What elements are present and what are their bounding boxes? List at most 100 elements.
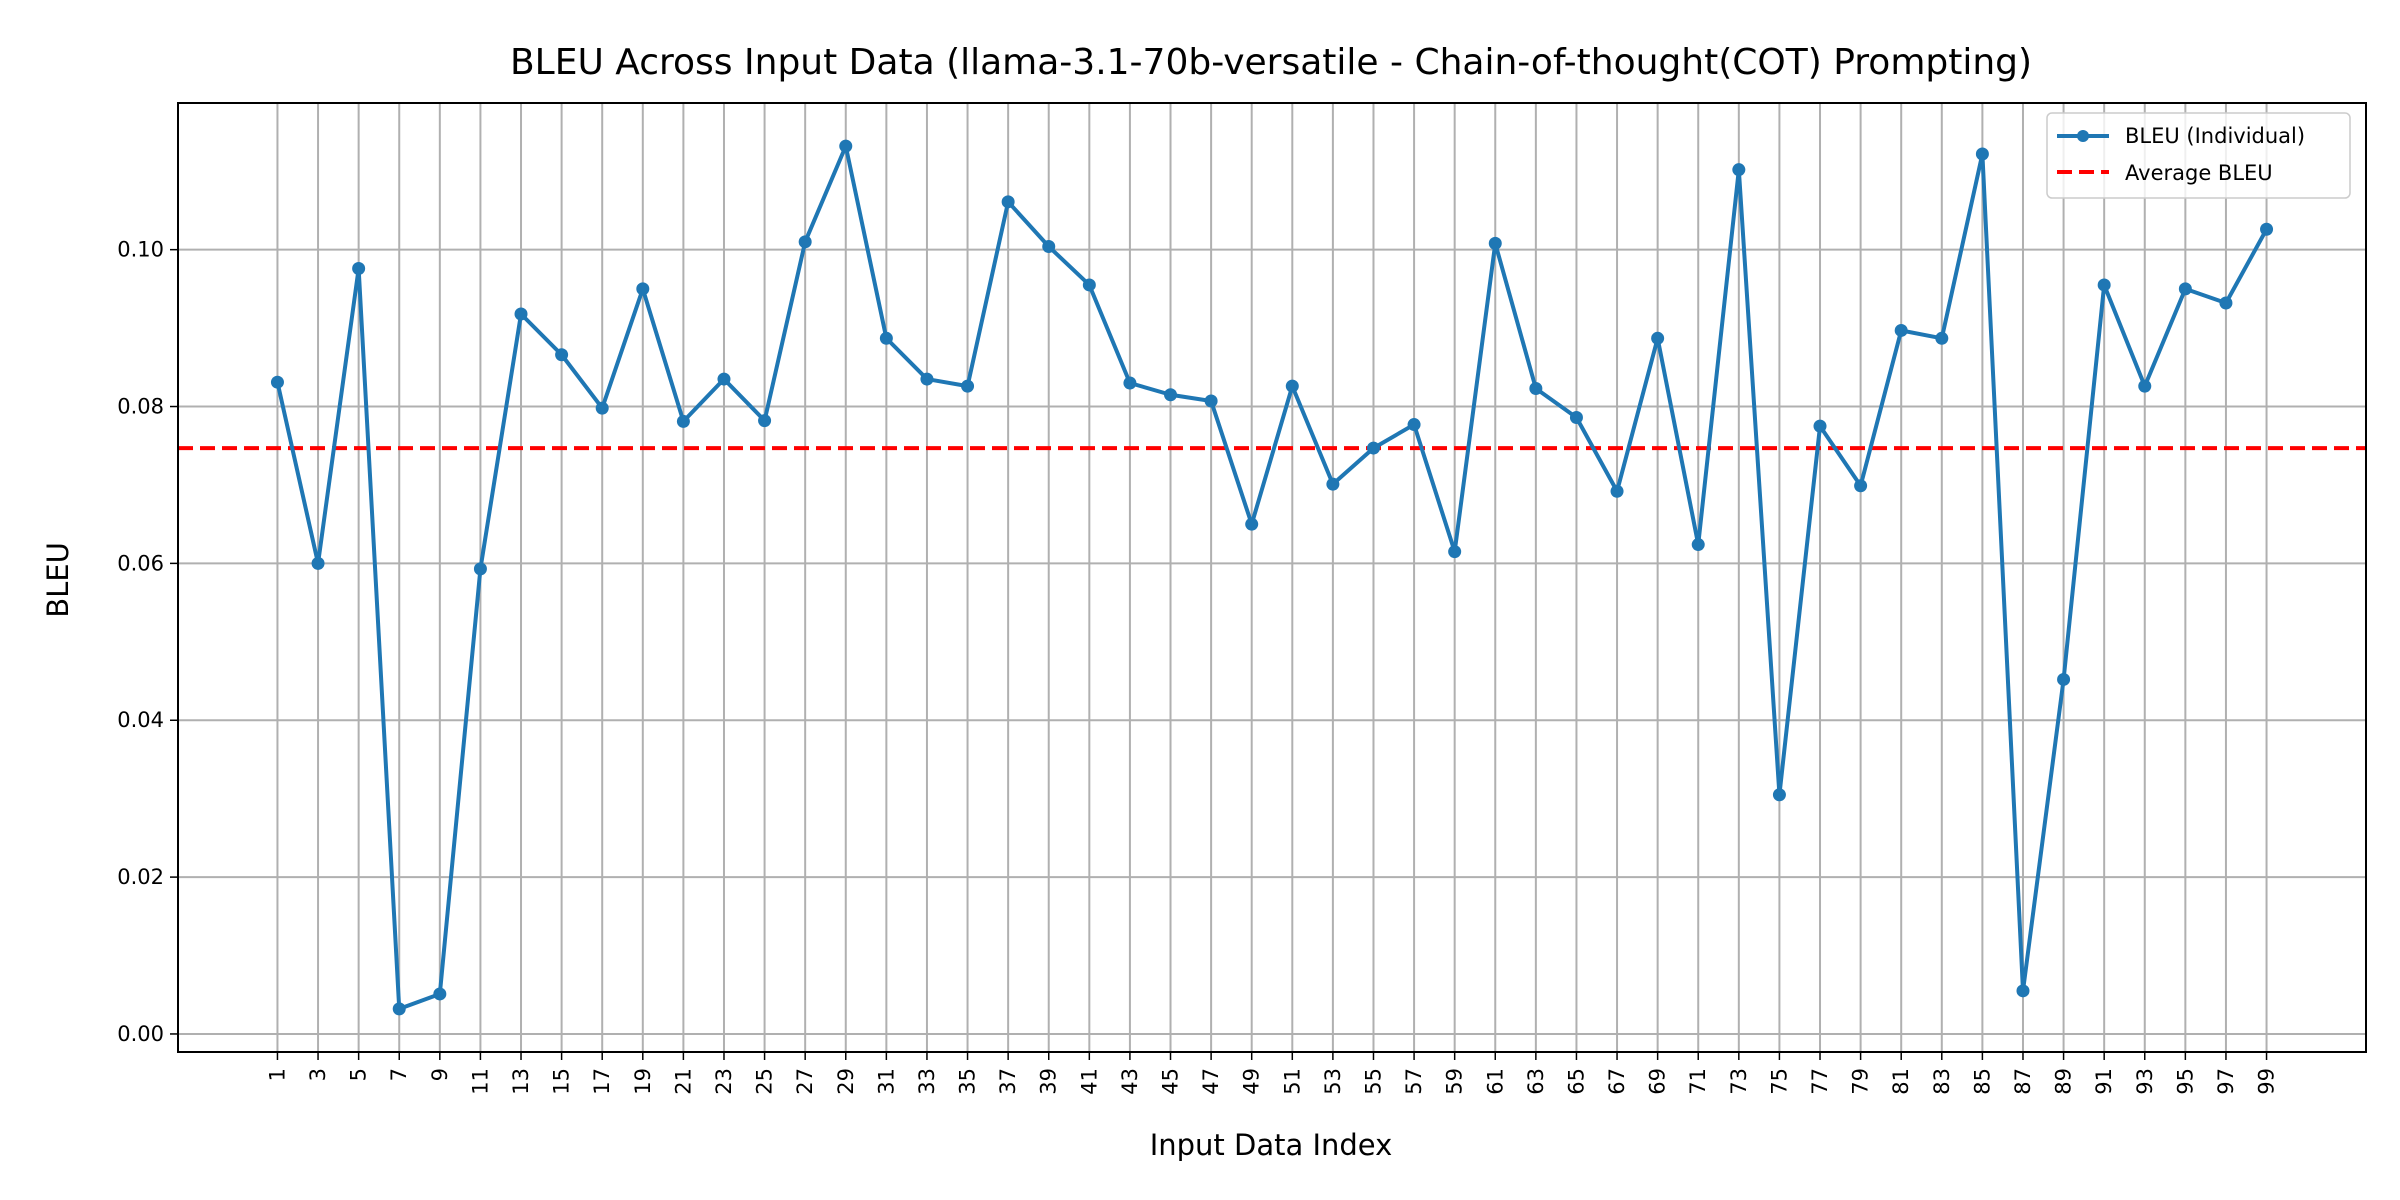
x-tick-label: 47: [1199, 1068, 1223, 1095]
x-tick-label: 33: [915, 1068, 939, 1095]
bleu-data-point: [595, 401, 609, 415]
bleu-data-point: [717, 372, 731, 386]
x-tick-label: 69: [1646, 1068, 1670, 1095]
bleu-data-point: [920, 372, 934, 386]
bleu-data-point: [2219, 296, 2233, 310]
bleu-data-point: [961, 379, 975, 393]
grid-lines: [178, 103, 2366, 1052]
x-tick-label: 55: [1361, 1068, 1385, 1095]
x-tick-label: 5: [347, 1068, 371, 1081]
bleu-data-point: [1894, 323, 1908, 337]
x-tick-label: 13: [509, 1068, 533, 1095]
bleu-data-point: [1813, 419, 1827, 433]
bleu-data-point: [1651, 331, 1665, 345]
series-group: [270, 139, 2274, 1016]
legend-box: [2046, 112, 2351, 199]
bleu-data-point: [392, 1002, 406, 1016]
bleu-data-point: [636, 282, 650, 296]
x-tick-label: 37: [996, 1068, 1020, 1095]
bleu-data-point: [352, 261, 366, 275]
legend: BLEU (Individual) Average BLEU: [2046, 112, 2351, 199]
x-tick-label: 67: [1605, 1068, 1629, 1095]
x-tick-label: 39: [1037, 1068, 1061, 1095]
bleu-data-point: [798, 235, 812, 249]
x-tick-label: 57: [1402, 1068, 1426, 1095]
plot-frame: [177, 102, 2367, 1053]
x-tick-label: 87: [2011, 1068, 2035, 1095]
bleu-data-point: [1082, 278, 1096, 292]
chart-title: BLEU Across Input Data (llama-3.1-70b-ve…: [510, 42, 2032, 83]
bleu-data-point: [2138, 379, 2152, 393]
bleu-data-point: [1001, 195, 1015, 209]
bleu-data-point: [1164, 388, 1178, 402]
x-tick-label: 17: [590, 1068, 614, 1095]
bleu-data-point: [1488, 236, 1502, 250]
x-axis-ticks: 1 3 5 7 9 11 13 15 17 19 21 23 25 27 29 31 33 35 37 39 41 43 4…: [265, 1052, 2279, 1095]
x-tick-label: 71: [1686, 1068, 1710, 1095]
bleu-series-line: [275, 144, 2269, 1011]
x-tick-label: 81: [1889, 1068, 1913, 1095]
x-tick-label: 49: [1240, 1068, 1264, 1095]
y-tick-label: 0.10: [117, 238, 164, 262]
x-tick-label: 59: [1443, 1068, 1467, 1095]
bleu-data-point: [676, 414, 690, 428]
bleu-data-point: [1732, 163, 1746, 177]
x-tick-label: 61: [1483, 1068, 1507, 1095]
x-tick-label: 93: [2133, 1068, 2157, 1095]
x-tick-label: 9: [428, 1068, 452, 1081]
x-tick-label: 35: [956, 1068, 980, 1095]
x-tick-label: 79: [1849, 1068, 1873, 1095]
x-tick-label: 75: [1767, 1068, 1791, 1095]
y-axis-ticks: 0.00 0.02 0.04 0.06 0.08 0.10: [117, 238, 178, 1046]
bleu-data-point: [2016, 984, 2030, 998]
x-tick-label: 23: [712, 1068, 736, 1095]
x-tick-label: 65: [1564, 1068, 1588, 1095]
bleu-data-point: [839, 139, 853, 153]
x-tick-label: 27: [793, 1068, 817, 1095]
bleu-data-point: [1204, 394, 1218, 408]
x-axis-label: Input Data Index: [1150, 1128, 1393, 1162]
bleu-data-point: [2097, 278, 2111, 292]
bleu-data-point: [514, 307, 528, 321]
bleu-data-point: [1407, 418, 1421, 432]
bleu-data-point: [555, 348, 569, 362]
x-tick-label: 85: [1970, 1068, 1994, 1095]
bleu-data-point: [1448, 545, 1462, 559]
y-tick-label: 0.00: [117, 1022, 164, 1046]
x-tick-label: 31: [874, 1068, 898, 1095]
x-tick-label: 99: [2255, 1068, 2279, 1095]
y-tick-label: 0.06: [117, 551, 164, 575]
x-tick-label: 41: [1077, 1068, 1101, 1095]
x-tick-label: 63: [1524, 1068, 1548, 1095]
x-tick-label: 43: [1118, 1068, 1142, 1095]
legend-series-label: BLEU (Individual): [2125, 124, 2305, 148]
y-tick-label: 0.04: [117, 708, 164, 732]
bleu-data-point: [879, 331, 893, 345]
bleu-data-point: [2260, 222, 2274, 236]
bleu-data-point: [1569, 411, 1583, 425]
x-tick-label: 97: [2214, 1068, 2238, 1095]
bleu-data-point: [1285, 379, 1299, 393]
bleu-data-point: [758, 414, 772, 428]
legend-average-label: Average BLEU: [2125, 161, 2273, 185]
x-tick-label: 11: [468, 1068, 492, 1095]
x-tick-label: 19: [631, 1068, 655, 1095]
y-tick-label: 0.02: [117, 865, 164, 889]
y-axis-label: BLEU: [41, 542, 75, 618]
bleu-data-point: [473, 562, 487, 576]
bleu-data-point: [2178, 282, 2192, 296]
bleu-data-point: [433, 987, 447, 1001]
bleu-data-point: [1245, 517, 1259, 531]
x-tick-label: 29: [834, 1068, 858, 1095]
x-tick-label: 73: [1727, 1068, 1751, 1095]
x-tick-label: 45: [1159, 1068, 1183, 1095]
x-tick-label: 25: [753, 1068, 777, 1095]
legend-series-marker: [2077, 130, 2089, 142]
x-tick-label: 15: [550, 1068, 574, 1095]
x-tick-label: 1: [265, 1068, 289, 1081]
y-tick-label: 0.08: [117, 395, 164, 419]
x-tick-label: 3: [306, 1068, 330, 1081]
